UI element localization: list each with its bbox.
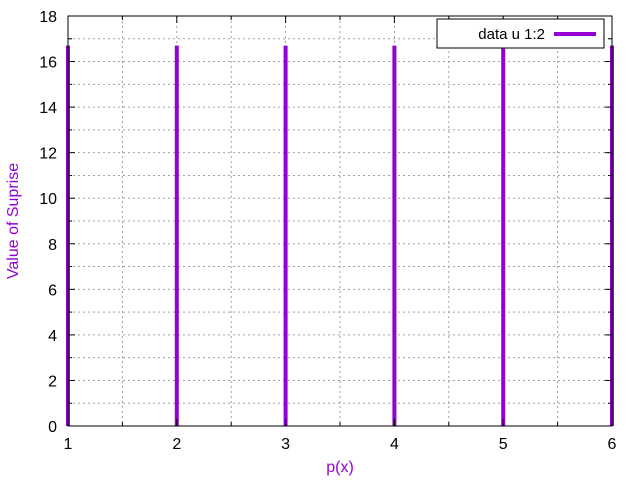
legend-label: data u 1:2: [478, 26, 545, 43]
y-tick-label: 2: [48, 373, 57, 390]
x-tick-label: 3: [281, 436, 290, 453]
y-tick-label: 14: [39, 100, 57, 117]
y-tick-label: 10: [39, 191, 57, 208]
y-tick-label: 8: [48, 237, 57, 254]
x-axis-title: p(x): [326, 459, 354, 476]
x-tick-label: 6: [608, 436, 617, 453]
x-tick-label: 2: [172, 436, 181, 453]
legend: data u 1:2: [436, 18, 605, 49]
y-tick-label: 0: [48, 419, 57, 436]
y-tick-labels: 0 2 4 6 8 10 12 14 16 18: [39, 9, 57, 436]
y-tick-label: 4: [48, 328, 57, 345]
y-axis-title: Value of Suprise: [5, 163, 22, 279]
x-tick-label: 4: [390, 436, 399, 453]
x-tick-labels: 1 2 3 4 5 6: [64, 436, 617, 453]
y-tick-label: 18: [39, 9, 57, 26]
y-tick-label: 6: [48, 282, 57, 299]
axis-ticks: [67, 15, 613, 427]
grid: [68, 16, 612, 426]
y-tick-label: 16: [39, 55, 57, 72]
x-tick-label: 5: [499, 436, 508, 453]
x-tick-label: 1: [64, 436, 73, 453]
y-tick-label: 12: [39, 146, 57, 163]
